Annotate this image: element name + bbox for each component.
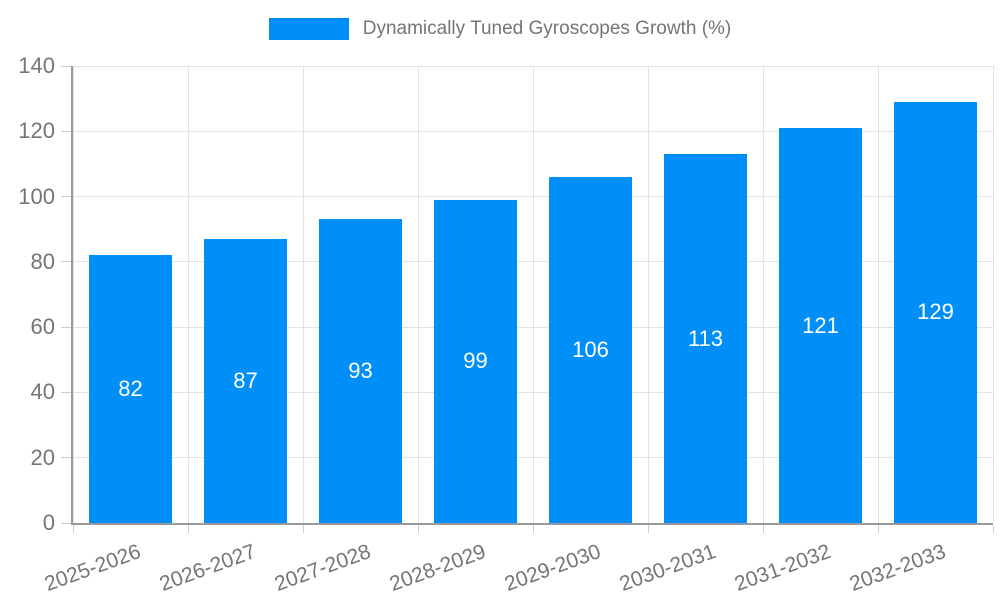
bar	[664, 154, 747, 523]
x-axis-labels: 2025-2026 2026-2027 2027-2028 2028-2029 2029…	[41, 523, 993, 600]
y-axis-tick	[61, 326, 71, 328]
gridline-vertical	[302, 66, 304, 523]
chart-legend: Dynamically Tuned Gyroscopes Growth (%)	[0, 18, 1000, 40]
bar	[204, 239, 287, 523]
x-axis-line	[71, 523, 993, 525]
y-tick-label: 100	[18, 183, 55, 209]
y-tick-label: 120	[18, 118, 55, 144]
legend-swatch	[268, 18, 349, 40]
bar-value-label: 129	[917, 299, 954, 325]
bar-value-label: 106	[572, 337, 609, 362]
y-axis-tick	[61, 261, 71, 263]
legend-label: Dynamically Tuned Gyroscopes Growth (%)	[362, 18, 732, 39]
bar	[549, 177, 632, 523]
x-axis-tick	[992, 525, 994, 533]
bar-value-label: 87	[233, 368, 258, 394]
x-axis-tick	[302, 525, 304, 533]
gridline-vertical	[187, 66, 189, 523]
y-tick-label: 40	[30, 379, 55, 405]
x-axis-tick	[72, 525, 74, 533]
y-tick-label: 140	[18, 53, 55, 78]
y-axis-tick	[61, 391, 71, 393]
bar-value-label: 93	[348, 358, 373, 384]
y-tick-label: 20	[30, 444, 55, 470]
y-axis-tick	[61, 130, 71, 132]
y-tick-label: 0	[42, 510, 55, 535]
bar-value-label: 99	[463, 348, 488, 374]
bar	[779, 128, 862, 523]
gridline-vertical	[992, 66, 994, 523]
y-tick-label: 60	[30, 314, 55, 340]
bar-value-label: 121	[802, 312, 839, 338]
bar	[894, 101, 977, 523]
bar	[434, 199, 517, 523]
y-axis-tick	[61, 196, 71, 198]
x-axis-tick	[417, 525, 419, 533]
x-axis-tick	[762, 525, 764, 533]
x-axis-tick	[532, 525, 534, 533]
gridline-vertical	[647, 66, 649, 523]
bar	[89, 255, 172, 523]
gridline-vertical	[762, 66, 764, 523]
y-axis-tick	[61, 457, 71, 459]
x-axis-tick	[647, 525, 649, 533]
x-axis-tick	[877, 525, 879, 533]
y-axis-line	[71, 66, 73, 525]
gridline-vertical	[72, 66, 74, 523]
y-tick-label: 80	[30, 248, 55, 274]
x-axis-tick	[187, 525, 189, 533]
y-axis-tick	[61, 522, 71, 524]
gridline-vertical	[532, 66, 534, 523]
plot-area: 82 87 93 99 106 113 121 129	[61, 65, 994, 533]
y-axis-labels: 0 20 40 60 80 100 120 140	[0, 53, 55, 535]
bar	[319, 219, 402, 523]
bar-value-label: 82	[118, 376, 143, 402]
y-axis-tick	[61, 65, 71, 67]
bar-value-label: 113	[687, 325, 724, 351]
gridline-vertical	[877, 66, 879, 523]
gridline-vertical	[417, 66, 419, 523]
